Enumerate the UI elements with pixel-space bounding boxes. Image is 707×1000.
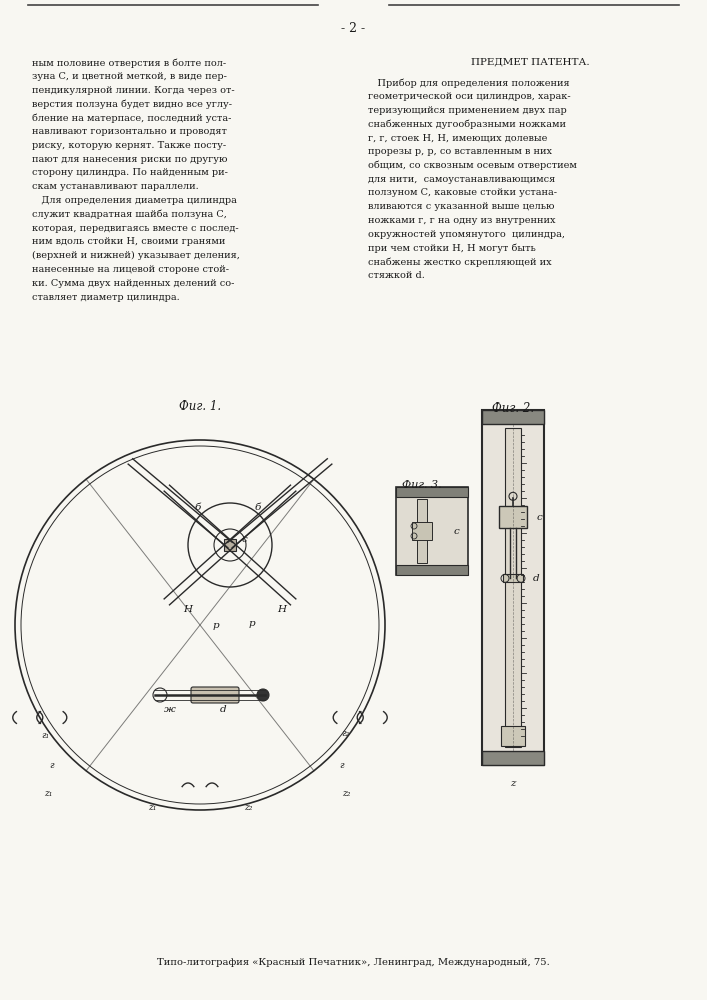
FancyBboxPatch shape — [191, 687, 239, 703]
FancyBboxPatch shape — [482, 410, 544, 765]
FancyBboxPatch shape — [505, 428, 521, 747]
Text: бление на матерпасе, последний уста-: бление на матерпасе, последний уста- — [32, 113, 231, 123]
Text: H: H — [184, 605, 192, 614]
Text: г, г, стоек Н, Н, имеющих долевые: г, г, стоек Н, Н, имеющих долевые — [368, 133, 547, 142]
Text: ПРЕДМЕТ ПАТЕНТА.: ПРЕДМЕТ ПАТЕНТА. — [471, 58, 590, 67]
Text: скам устанавливают параллели.: скам устанавливают параллели. — [32, 182, 199, 191]
FancyBboxPatch shape — [503, 574, 523, 582]
Text: нанесенные на лицевой стороне стой-: нанесенные на лицевой стороне стой- — [32, 265, 229, 274]
Text: Для определения диаметра цилиндра: Для определения диаметра цилиндра — [32, 196, 237, 205]
FancyBboxPatch shape — [499, 506, 527, 528]
Text: пендикулярной линии. Когда через от-: пендикулярной линии. Когда через от- — [32, 86, 235, 95]
Text: ножками г, г на одну из внутренних: ножками г, г на одну из внутренних — [368, 216, 556, 225]
Text: верстия ползуна будет видно все углу-: верстия ползуна будет видно все углу- — [32, 99, 232, 109]
Text: г₁: г₁ — [41, 730, 49, 740]
FancyBboxPatch shape — [412, 522, 432, 540]
Text: ж: ж — [164, 706, 176, 714]
Text: Фиг. 3.: Фиг. 3. — [402, 480, 442, 490]
Text: d: d — [533, 574, 539, 583]
Text: с: с — [537, 513, 543, 522]
Text: Фиг. 2.: Фиг. 2. — [492, 402, 534, 415]
FancyBboxPatch shape — [396, 487, 468, 575]
FancyBboxPatch shape — [417, 499, 427, 563]
Text: б: б — [255, 502, 261, 512]
Text: при чем стойки Н, Н могут быть: при чем стойки Н, Н могут быть — [368, 244, 536, 253]
Text: стяжкой d.: стяжкой d. — [368, 271, 425, 280]
Text: окружностей упомянутого  цилиндра,: окружностей упомянутого цилиндра, — [368, 230, 565, 239]
Text: ным половине отверстия в болте пол-: ным половине отверстия в болте пол- — [32, 58, 226, 68]
Text: d: d — [220, 706, 226, 714]
Text: которая, передвигаясь вместе с послед-: которая, передвигаясь вместе с послед- — [32, 224, 239, 233]
Text: ки. Сумма двух найденных делений со-: ки. Сумма двух найденных делений со- — [32, 279, 235, 288]
Text: z: z — [510, 778, 515, 788]
Text: с: с — [454, 526, 460, 536]
Polygon shape — [224, 539, 235, 551]
FancyBboxPatch shape — [396, 487, 468, 497]
Text: г₂: г₂ — [341, 728, 349, 738]
Text: ставляет диаметр цилиндра.: ставляет диаметр цилиндра. — [32, 293, 180, 302]
Text: служит квадратная шайба ползуна С,: служит квадратная шайба ползуна С, — [32, 210, 227, 219]
Text: прорезы р, р, со вставленным в них: прорезы р, р, со вставленным в них — [368, 147, 552, 156]
Text: ним вдоль стойки Н, своими гранями: ним вдоль стойки Н, своими гранями — [32, 237, 226, 246]
Text: - 2 -: - 2 - — [341, 22, 365, 35]
Text: зуна С, и цветной меткой, в виде пер-: зуна С, и цветной меткой, в виде пер- — [32, 72, 227, 81]
Text: ползуном С, каковые стойки устана-: ползуном С, каковые стойки устана- — [368, 188, 557, 197]
FancyBboxPatch shape — [482, 751, 544, 765]
Text: б: б — [195, 502, 201, 512]
Circle shape — [257, 689, 269, 701]
Text: р: р — [213, 620, 219, 630]
FancyBboxPatch shape — [396, 565, 468, 575]
Text: г: г — [49, 760, 54, 770]
Text: z₁: z₁ — [148, 802, 156, 812]
Text: снабжены жестко скрепляющей их: снабжены жестко скрепляющей их — [368, 257, 551, 267]
Text: р: р — [249, 618, 255, 628]
Text: z₁: z₁ — [44, 788, 52, 798]
FancyBboxPatch shape — [482, 410, 544, 424]
Text: Типо-литография «Красный Печатник», Ленинград, Международный, 75.: Типо-литография «Красный Печатник», Лени… — [157, 958, 549, 967]
FancyBboxPatch shape — [501, 726, 525, 746]
Text: Фиг. 1.: Фиг. 1. — [179, 400, 221, 413]
Text: z₂: z₂ — [244, 802, 252, 812]
Text: Прибор для определения положения: Прибор для определения положения — [368, 78, 570, 88]
Text: вливаются с указанной выше целью: вливаются с указанной выше целью — [368, 202, 554, 211]
Text: риску, которую кернят. Также посту-: риску, которую кернят. Также посту- — [32, 141, 226, 150]
Text: пают для нанесения риски по другую: пают для нанесения риски по другую — [32, 155, 228, 164]
Text: сторону цилиндра. По найденным ри-: сторону цилиндра. По найденным ри- — [32, 168, 228, 177]
Text: общим, со сквозным осевым отверстием: общим, со сквозным осевым отверстием — [368, 161, 577, 170]
Text: г: г — [340, 760, 344, 770]
Text: (верхней и нижней) указывает деления,: (верхней и нижней) указывает деления, — [32, 251, 240, 260]
Text: теризующийся применением двух пар: теризующийся применением двух пар — [368, 106, 567, 115]
Text: для нити,  самоустанавливающимся: для нити, самоустанавливающимся — [368, 175, 555, 184]
Text: z₂: z₂ — [341, 788, 350, 798]
Text: H: H — [278, 605, 286, 614]
Text: снабженных дугообразными ножками: снабженных дугообразными ножками — [368, 119, 566, 129]
Text: навливают горизонтально и проводят: навливают горизонтально и проводят — [32, 127, 227, 136]
Text: геометрической оси цилиндров, харак-: геометрической оси цилиндров, харак- — [368, 92, 571, 101]
Text: с: с — [241, 536, 247, 544]
